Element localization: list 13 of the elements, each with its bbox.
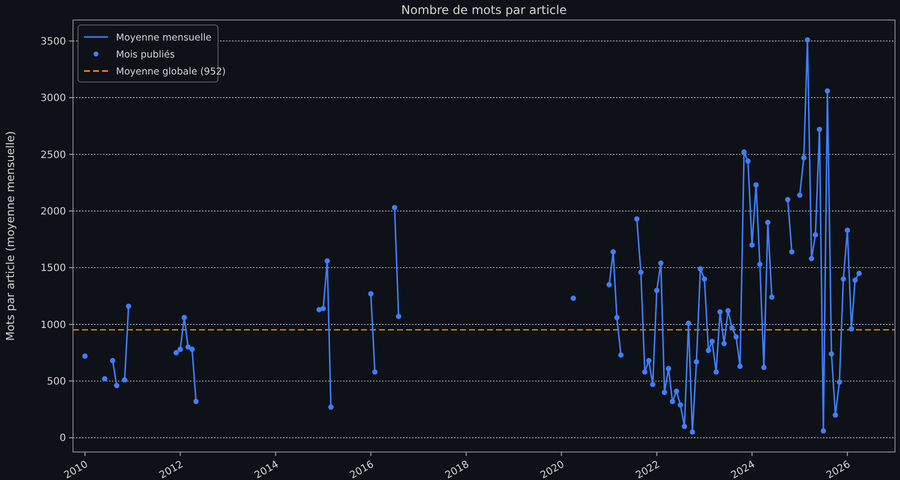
- legend-label: Moyenne globale (952): [116, 66, 226, 78]
- y-tick-label: 3000: [40, 93, 66, 104]
- y-tick-label: 3500: [40, 36, 66, 48]
- y-tick-label: 2500: [40, 150, 66, 161]
- y-tick-label: 1000: [40, 320, 66, 331]
- y-tick-label: 500: [46, 376, 66, 388]
- y-tick-label: 1500: [40, 263, 66, 274]
- chart-title: Nombre de mots par article: [401, 3, 567, 17]
- legend-label: Moyenne mensuelle: [116, 32, 212, 44]
- y-axis-title: Mots par article (moyenne mensuelle): [4, 131, 17, 341]
- legend-label: Mois publiés: [116, 49, 175, 60]
- y-tick-label: 2000: [40, 206, 66, 218]
- y-tick-label: 0: [60, 433, 66, 444]
